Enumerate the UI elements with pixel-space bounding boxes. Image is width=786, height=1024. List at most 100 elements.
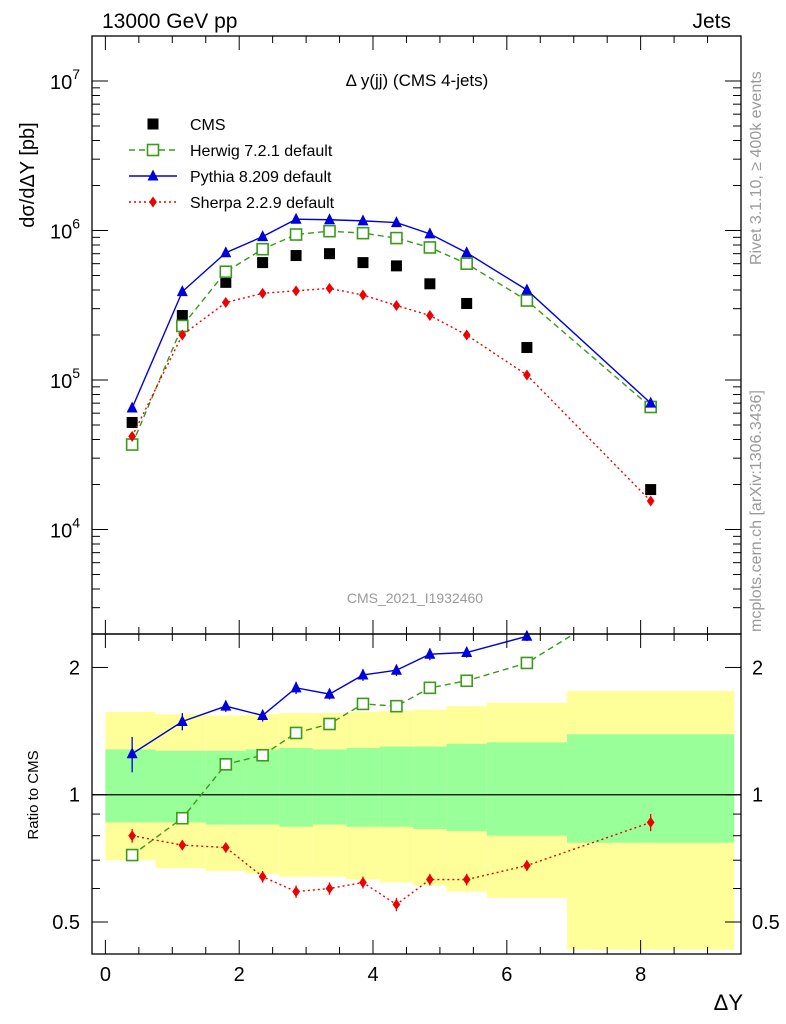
legend: CMS Herwig 7.2.1 default Pythia 8.209 defa… [129,117,335,212]
data-point-herwig [520,294,534,307]
series-sherpa [128,282,655,507]
ratio-point-herwig [289,726,303,740]
ratio-point-herwig [176,811,189,825]
legend-label-sherpa: Sherpa 2.2.9 default [190,195,335,212]
data-point-cms [324,248,336,260]
data-point-cms [424,278,436,290]
data-point-cms [220,276,232,288]
data-point-sherpa [292,285,300,297]
ratio-point-pythia [257,708,269,720]
data-point-herwig [460,257,473,270]
ratio-point-sherpa [462,874,471,886]
ratio-data-layer [125,629,655,912]
data-point-sherpa [392,300,401,312]
ratio-point-sherpa [325,883,334,895]
ratio-point-sherpa [292,886,300,898]
main-y-tick-label: 107 [50,66,80,94]
ratio-point-herwig [125,848,139,862]
data-point-cms [126,416,138,428]
ratio-point-pythia [424,647,436,659]
series-herwig [125,224,657,451]
series-cms [126,248,657,496]
tick-base: 10 [50,521,72,543]
ratio-series-sherpa [128,814,655,912]
uncertainty-band-inner [446,743,487,832]
tick-exponent: 4 [72,515,80,531]
ratio-point-pythia [126,747,138,759]
ratio-y-tick-label-left: 1 [69,785,80,807]
data-point-cms [257,257,269,269]
ratio-point-pythia [220,699,232,711]
ratio-series-pythia [126,629,533,773]
mcplots-source-label: mcplots.cern.ch [arXiv:1306.3436] [748,390,765,632]
main-plot-title: Δ y(jj) (CMS 4-jets) [346,71,489,90]
ratio-y-tick-label-right: 2 [752,657,763,679]
tick-exponent: 6 [72,216,80,232]
data-point-cms [645,484,657,496]
data-point-cms [521,341,533,353]
series-line-herwig [131,230,652,445]
ratio-point-herwig [460,674,473,688]
uncertainty-band-inner [312,749,347,825]
data-point-cms [290,250,302,262]
uncertainty-band-inner [379,746,414,827]
data-point-herwig [256,242,269,256]
header-jets-label: Jets [692,10,731,33]
main-data-layer [125,212,657,507]
analysis-watermark: CMS_2021_I1932460 [347,590,483,606]
data-point-herwig [289,228,303,241]
data-point-pythia [424,227,436,239]
main-y-tick-label: 106 [50,216,80,244]
data-point-sherpa [426,310,434,322]
ratio-point-pythia [357,668,369,680]
ratio-point-pythia [390,663,402,675]
series-line-pythia [131,218,652,409]
legend-label-pythia: Pythia 8.209 default [190,169,332,186]
uncertainty-band-inner [245,749,280,825]
data-point-pythia [357,214,369,226]
ratio-y-tick-label-left: 2 [69,657,80,679]
main-y-axis-label: dσ/dΔY [pb] [17,122,39,227]
legend-marker-cms [147,118,159,130]
uncertainty-band-inner [155,750,206,823]
rivet-version-label: Rivet 3.1.10, ≥ 400k events [748,71,765,265]
tick-exponent: 7 [72,66,80,82]
main-y-tick-label: 105 [50,365,80,393]
series-line-sherpa [131,287,652,502]
uncertainty-band-inner [486,742,568,836]
ratio-point-sherpa [258,871,267,883]
data-point-pythia [521,283,533,295]
ratio-uncertainty-bands [105,690,735,950]
data-point-pythia [220,246,232,258]
data-point-herwig [219,265,233,279]
ratio-point-herwig [520,656,534,670]
ratio-point-sherpa [178,839,187,851]
ratio-point-sherpa [221,842,230,854]
ratio-line-herwig [131,633,575,856]
x-tick-label: 8 [635,964,646,986]
series-pythia [126,212,657,413]
header-energy-label: 13000 GeV pp [102,10,237,33]
data-point-herwig [423,241,437,254]
ratio-point-sherpa [392,898,401,910]
data-point-pythia [461,246,473,258]
data-point-pythia [390,216,402,228]
uncertainty-band-inner [279,747,313,827]
ratio-point-pythia [461,645,473,657]
data-point-sherpa [258,287,267,299]
data-point-pythia [257,230,269,242]
data-point-pythia [324,213,336,225]
x-axis-label: ΔY [714,990,744,1015]
ratio-y-tick-label-right: 0.5 [752,912,780,934]
ratio-point-herwig [219,758,233,771]
uncertainty-band-inner [105,749,156,823]
ratio-point-pythia [290,681,302,693]
ratio-axes: 0 2 4 6 8 0.5 0.5 1 1 2 2 [52,634,780,986]
ratio-point-herwig [256,748,269,762]
tick-base: 10 [50,72,72,94]
ratio-point-sherpa [646,816,655,828]
ratio-point-sherpa [128,830,136,842]
legend-marker-herwig [146,143,160,157]
